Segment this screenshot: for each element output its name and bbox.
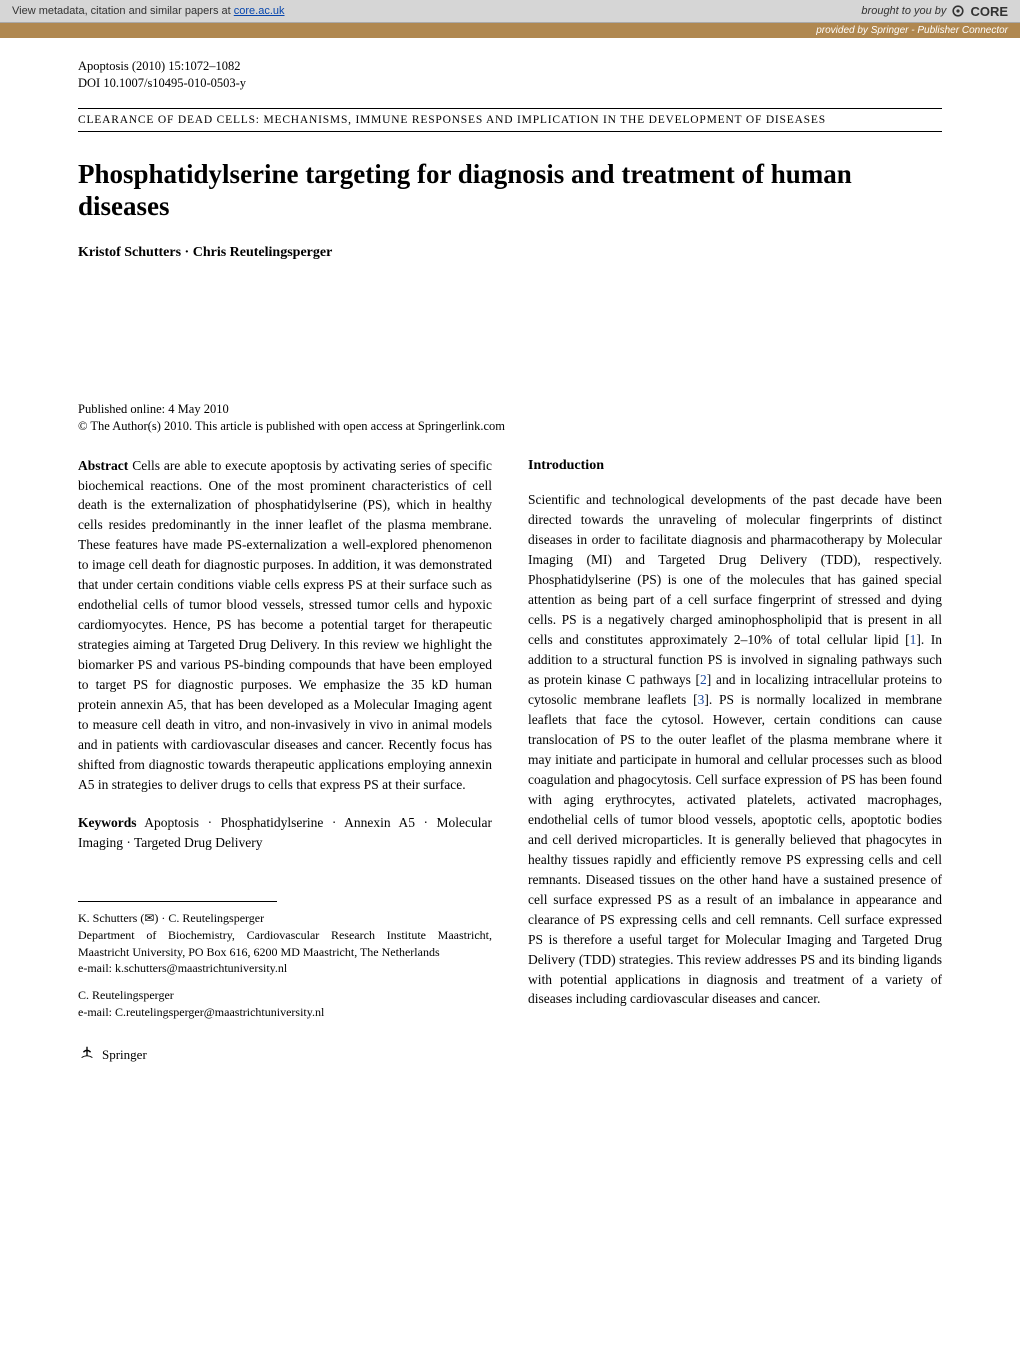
abstract: Abstract Cells are able to execute apopt…	[78, 456, 492, 795]
provider-name: Springer - Publisher Connector	[871, 25, 1008, 36]
reference-2[interactable]: 2	[700, 672, 707, 687]
core-banner-right: brought to you by CORE	[861, 3, 1008, 19]
brought-by-text: brought to you by	[861, 5, 946, 17]
core-logo-icon	[950, 3, 966, 19]
publication-date: Published online: 4 May 2010	[78, 401, 942, 419]
introduction-label: Introduction	[528, 456, 942, 477]
email-2: e-mail: C.reutelingsperger@maastrichtuni…	[78, 1004, 492, 1021]
right-column: Introduction Scientific and technologica…	[528, 456, 942, 1064]
author2-name: C. Reutelingsperger	[78, 987, 492, 1004]
springer-text: Springer	[102, 1045, 147, 1064]
springer-footer: Springer	[78, 1045, 492, 1064]
affiliation-block: K. Schutters (✉) · C. Reutelingsperger D…	[78, 910, 492, 1021]
core-banner-left: View metadata, citation and similar pape…	[12, 5, 285, 17]
affiliation-dept: Department of Biochemistry, Cardiovascul…	[78, 927, 492, 961]
provided-prefix: provided by	[816, 25, 870, 36]
core-prefix: View metadata, citation and similar pape…	[12, 5, 234, 17]
left-column: Abstract Cells are able to execute apopt…	[78, 456, 492, 1064]
doi: DOI 10.1007/s10495-010-0503-y	[78, 75, 942, 92]
two-column-body: Abstract Cells are able to execute apopt…	[78, 456, 942, 1064]
springer-logo-icon	[78, 1045, 96, 1063]
corresponding-authors: K. Schutters (✉) · C. Reutelingsperger	[78, 910, 492, 927]
keywords: Keywords Apoptosis · Phosphatidylserine …	[78, 813, 492, 853]
core-logo-text: CORE	[970, 4, 1008, 19]
article-category: CLEARANCE OF DEAD CELLS: MECHANISMS, IMM…	[78, 108, 942, 132]
core-banner: View metadata, citation and similar pape…	[0, 0, 1020, 23]
journal-citation: Apoptosis (2010) 15:1072–1082	[78, 58, 942, 75]
article-title: Phosphatidylserine targeting for diagnos…	[78, 158, 942, 223]
email-1: e-mail: k.schutters@maastrichtuniversity…	[78, 960, 492, 977]
authors: Kristof Schutters · Chris Reutelingsperg…	[78, 245, 942, 261]
core-link[interactable]: core.ac.uk	[234, 5, 285, 17]
copyright: © The Author(s) 2010. This article is pu…	[78, 418, 942, 436]
abstract-text: Cells are able to execute apoptosis by a…	[78, 458, 492, 793]
abstract-label: Abstract	[78, 458, 128, 473]
citation-block: Apoptosis (2010) 15:1072–1082 DOI 10.100…	[78, 58, 942, 92]
keywords-label: Keywords	[78, 815, 137, 830]
page-content: Apoptosis (2010) 15:1072–1082 DOI 10.100…	[0, 38, 1020, 1104]
introduction-text: Scientific and technological development…	[528, 490, 942, 1009]
affiliation-separator	[78, 901, 277, 902]
provided-by-bar: provided by Springer - Publisher Connect…	[0, 23, 1020, 38]
keywords-text: Apoptosis · Phosphatidylserine · Annexin…	[78, 815, 492, 850]
